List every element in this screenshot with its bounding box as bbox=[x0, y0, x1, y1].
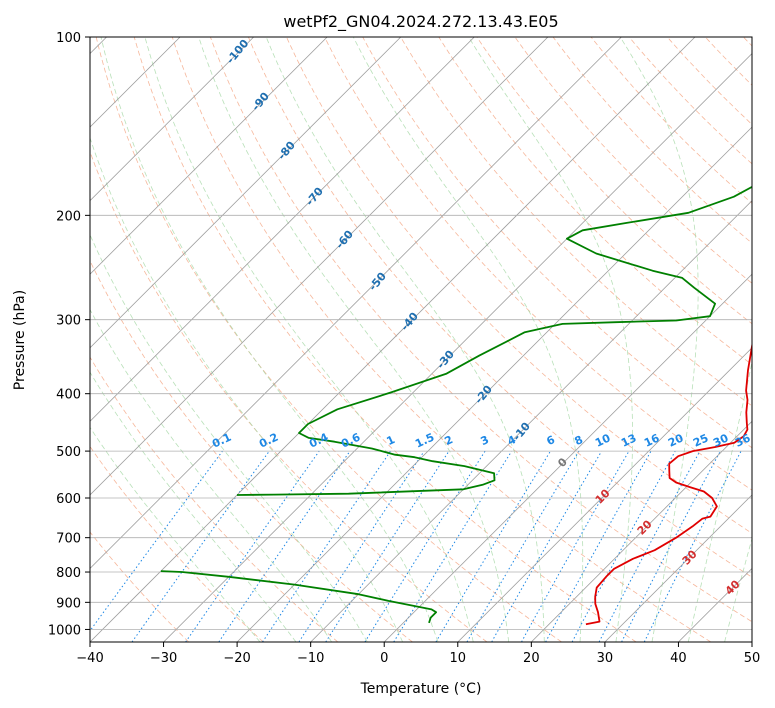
profile-line-2 bbox=[236, 185, 752, 496]
dry-adiabat bbox=[90, 356, 339, 642]
y-tick-label: 200 bbox=[56, 209, 81, 224]
mixing-ratio-line bbox=[545, 450, 652, 642]
x-axis: −40 −30 −20 −10 0 10 20 30 40 50 bbox=[76, 642, 760, 666]
x-tick-label: 40 bbox=[670, 651, 687, 666]
mixing-ratio-label: 36 bbox=[733, 431, 753, 449]
x-tick-label: −10 bbox=[297, 651, 324, 666]
dry-adiabat bbox=[286, 37, 752, 534]
moist-adiabat bbox=[724, 537, 752, 642]
dry-adiabat bbox=[438, 37, 752, 366]
chart-title: wetPf2_GN04.2024.272.13.43.E05 bbox=[283, 12, 558, 32]
dry-adiabat bbox=[400, 37, 752, 407]
isotherm bbox=[531, 420, 752, 642]
isotherm bbox=[90, 37, 622, 569]
isotherm bbox=[383, 273, 752, 642]
dry-adiabat bbox=[90, 260, 413, 642]
moist-adiabat bbox=[198, 37, 510, 642]
moist-adiabat bbox=[687, 360, 752, 642]
mixing-ratio-label: 16 bbox=[642, 431, 662, 449]
isotherm bbox=[90, 37, 254, 202]
isotherm bbox=[236, 126, 752, 642]
grid-lines bbox=[90, 37, 752, 642]
mixing-ratio-line bbox=[571, 450, 676, 642]
mixing-ratio-label: 20 bbox=[666, 431, 686, 449]
x-tick-label: 10 bbox=[450, 651, 467, 666]
y-tick-label: 700 bbox=[56, 532, 81, 547]
y-tick-label: 500 bbox=[56, 445, 81, 460]
isotherm bbox=[90, 37, 549, 496]
x-tick-label: 0 bbox=[380, 651, 388, 666]
mixing-ratio-line bbox=[298, 450, 425, 642]
moist-adiabat bbox=[100, 37, 439, 642]
profile-line-0 bbox=[585, 341, 752, 626]
dry-adiabat bbox=[476, 37, 752, 325]
y-tick-label: 400 bbox=[56, 388, 81, 403]
mixing-ratio-line bbox=[643, 450, 742, 642]
dry-adiabat bbox=[590, 37, 752, 204]
isotherm bbox=[90, 37, 328, 275]
plot-frame bbox=[89, 36, 753, 643]
moist-adiabat bbox=[90, 426, 261, 642]
isotherm bbox=[310, 200, 752, 642]
isotherm bbox=[604, 494, 752, 642]
mixing-ratio-line bbox=[90, 450, 223, 632]
x-tick-label: 50 bbox=[744, 651, 761, 666]
y-tick-label: 600 bbox=[56, 492, 81, 507]
mixing-ratio-line bbox=[393, 450, 513, 642]
isotherm bbox=[90, 37, 696, 642]
profiles bbox=[160, 185, 752, 626]
mixing-ratio-label: 30 bbox=[711, 431, 731, 449]
y-axis-label: Pressure (hPa) bbox=[12, 290, 28, 390]
moist-adiabat bbox=[90, 233, 368, 642]
y-axis: 100 200 300 400 500 600 700 800 900 1000 bbox=[48, 31, 90, 638]
mixing-ratio-line bbox=[185, 450, 320, 642]
moist-adiabat bbox=[90, 308, 333, 642]
isotherm bbox=[457, 347, 752, 642]
dry-adiabat bbox=[324, 37, 752, 491]
y-tick-label: 100 bbox=[56, 31, 81, 46]
moist-adiabat bbox=[144, 37, 474, 642]
x-axis-label: Temperature (°C) bbox=[360, 681, 482, 697]
profile-line-1 bbox=[160, 570, 437, 624]
x-tick-label: −40 bbox=[76, 651, 103, 666]
x-tick-label: 20 bbox=[523, 651, 540, 666]
dry-adiabat bbox=[133, 37, 637, 642]
isotherm bbox=[163, 53, 752, 642]
moist-adiabat bbox=[619, 37, 699, 642]
isotherm bbox=[90, 37, 475, 422]
moist-adiabat bbox=[265, 37, 545, 642]
mixing-ratio-label: 10 bbox=[593, 431, 613, 449]
dry-adiabat bbox=[171, 37, 712, 642]
dry-adiabat bbox=[362, 37, 752, 449]
dry-adiabat bbox=[210, 37, 752, 623]
dry-adiabat bbox=[90, 531, 189, 642]
mixing-ratio-line bbox=[262, 450, 391, 642]
moist-adiabat bbox=[352, 37, 584, 642]
mixing-ratio-line bbox=[521, 450, 630, 642]
y-tick-label: 300 bbox=[56, 314, 81, 329]
isotherm bbox=[90, 37, 402, 349]
dry-adiabat bbox=[552, 37, 752, 244]
x-tick-label: −30 bbox=[150, 651, 177, 666]
mixing-ratio-label: 25 bbox=[691, 431, 710, 449]
mixing-ratio-label: 13 bbox=[619, 431, 638, 449]
x-tick-label: 30 bbox=[597, 651, 614, 666]
background-lines bbox=[90, 37, 752, 642]
y-tick-label: 900 bbox=[56, 596, 81, 611]
mixing-ratio-line bbox=[131, 450, 270, 642]
mixing-ratio-line bbox=[325, 450, 450, 642]
dry-adiabat bbox=[95, 37, 562, 642]
moist-adiabat bbox=[90, 136, 403, 642]
y-tick-label: 1000 bbox=[48, 623, 81, 638]
x-tick-label: −20 bbox=[223, 651, 250, 666]
mixing-ratio-line bbox=[218, 450, 351, 642]
y-tick-label: 800 bbox=[56, 566, 81, 581]
